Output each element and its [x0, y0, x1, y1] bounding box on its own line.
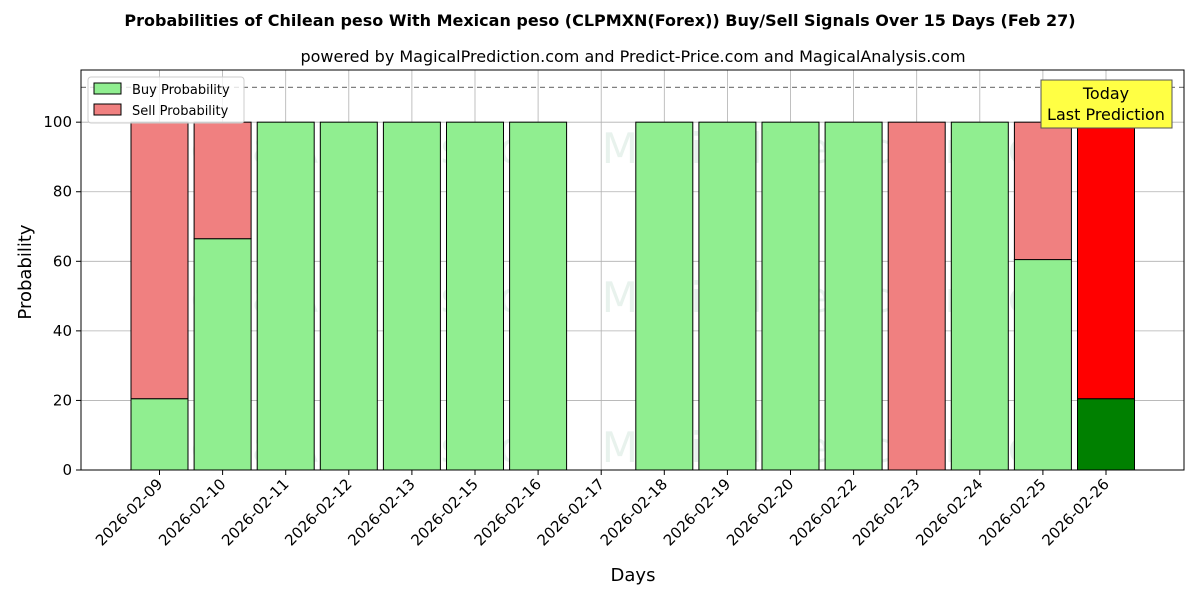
- x-tick-label: 2026-02-11: [218, 475, 292, 549]
- y-tick-label: 0: [62, 461, 72, 479]
- buy-bar: [319, 121, 378, 471]
- x-tick-label: 2026-02-17: [534, 475, 608, 549]
- sell-bar: [1013, 121, 1072, 261]
- legend-label-sell: Sell Probability: [132, 104, 229, 119]
- buy-bar: [509, 121, 568, 471]
- sell-bar: [130, 121, 189, 400]
- buy-bar: [446, 121, 504, 471]
- buy-bar: [193, 238, 252, 471]
- chart-title: Probabilities of Chilean peso With Mexic…: [124, 11, 1075, 30]
- y-tick-label: 80: [53, 183, 72, 201]
- today-annotation-line2: Last Prediction: [1047, 105, 1165, 124]
- x-tick-label: 2026-02-26: [1038, 475, 1112, 549]
- y-tick-label: 100: [43, 113, 72, 131]
- x-tick-label: 2026-02-24: [912, 475, 986, 549]
- x-tick-label: 2026-02-13: [344, 475, 418, 549]
- legend-label-buy: Buy Probability: [132, 83, 230, 98]
- y-axis-label: Probability: [15, 224, 36, 319]
- x-tick-label: 2026-02-25: [975, 475, 1049, 549]
- chart-subtitle: powered by MagicalPrediction.com and Pre…: [300, 47, 965, 66]
- x-tick-label: 2026-02-22: [786, 475, 860, 549]
- x-tick-label: 2026-02-09: [92, 475, 166, 549]
- legend-box: [87, 76, 245, 124]
- legend-swatch-sell: [93, 103, 122, 116]
- y-tick-label: 60: [53, 252, 72, 270]
- y-tick-label: 40: [53, 322, 72, 340]
- buy-bar: [950, 121, 1009, 471]
- x-tick-label: 2026-02-18: [597, 475, 671, 549]
- today-annotation-box: [1040, 79, 1173, 129]
- plot-area: MagicalAnalysis.comMagicalPrediction.com…: [43, 69, 1185, 549]
- x-tick-label: 2026-02-19: [660, 475, 734, 549]
- buy-bar: [1013, 259, 1072, 471]
- today-annotation-line1: Today: [1082, 84, 1129, 103]
- buy-bar: [130, 398, 189, 471]
- sell-bar: [1077, 121, 1135, 400]
- y-tick-label: 20: [53, 391, 72, 409]
- buy-bar: [382, 121, 441, 471]
- buy-bar: [698, 121, 757, 471]
- buy-bar: [256, 121, 315, 471]
- axes-frame: [80, 69, 1185, 471]
- buy-bar: [824, 121, 883, 471]
- x-tick-label: 2026-02-12: [281, 475, 355, 549]
- x-tick-label: 2026-02-15: [407, 475, 481, 549]
- x-axis-label: Days: [611, 565, 656, 586]
- sell-bar: [193, 121, 252, 240]
- x-tick-label: 2026-02-16: [471, 475, 545, 549]
- x-tick-label: 2026-02-20: [723, 475, 797, 549]
- x-tick-label: 2026-02-10: [155, 475, 229, 549]
- sell-bar: [887, 121, 946, 471]
- x-tick-label: 2026-02-23: [849, 475, 923, 549]
- buy-bar: [1077, 398, 1135, 471]
- buy-bar: [761, 121, 820, 471]
- legend-swatch-buy: [93, 82, 122, 95]
- buy-bar: [635, 121, 694, 471]
